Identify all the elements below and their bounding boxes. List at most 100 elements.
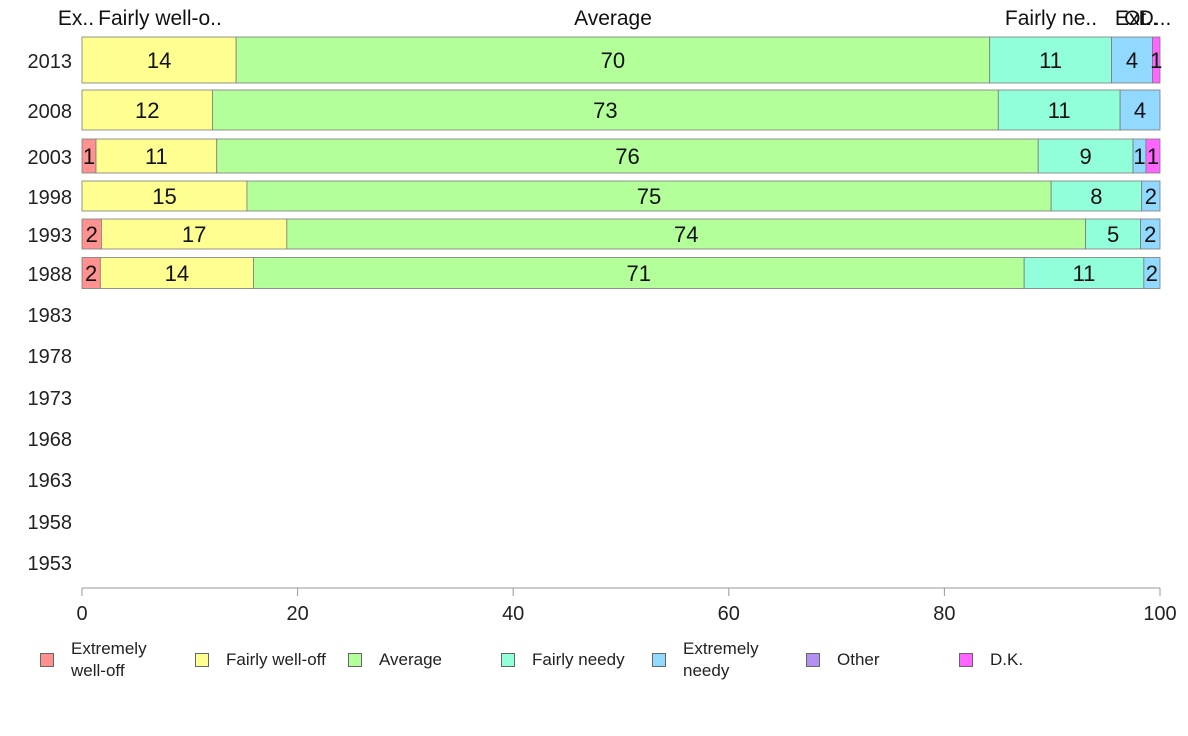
data-label: 14	[147, 48, 171, 73]
bar-segment	[1085, 218, 1141, 250]
legend-label: Fairly needy	[532, 650, 625, 669]
legend-label: Average	[379, 650, 443, 669]
data-label: 4	[1126, 48, 1138, 73]
legend-item: Extremely well-off	[40, 636, 171, 684]
bar-segment	[95, 138, 218, 174]
bar-segment	[1140, 218, 1161, 250]
legend-label: Extremely needy	[683, 639, 759, 680]
data-label: 15	[152, 184, 176, 209]
data-label: 1	[83, 144, 95, 169]
top-series-label: Ex..	[58, 7, 94, 30]
x-tick-label: 20	[286, 603, 308, 625]
legend-label: Extremely well-off	[71, 639, 147, 680]
x-tick-label: 60	[718, 603, 740, 625]
top-series-label: Ot..	[1124, 7, 1158, 30]
y-tick-label: 1953	[28, 553, 73, 575]
bar-segment	[253, 257, 1025, 289]
y-tick-label: 1963	[28, 470, 73, 492]
bar-segment	[1037, 138, 1134, 174]
x-tick-label: 100	[1143, 603, 1176, 625]
data-label: 71	[627, 261, 651, 286]
data-label: 11	[145, 144, 168, 169]
data-label: 11	[1048, 98, 1071, 123]
legend-item: Fairly needy	[501, 636, 625, 684]
legend-item: Extremely needy	[652, 636, 783, 684]
legend-item: Other	[806, 636, 880, 684]
x-axis: 0 20 40 60 80 100	[76, 587, 1177, 625]
data-label: 1	[1147, 144, 1159, 169]
data-label: 11	[1039, 48, 1062, 73]
bar-segment	[1119, 89, 1161, 131]
y-tick-label: 2013	[28, 51, 73, 73]
bar-segment	[81, 36, 237, 84]
data-label: 1	[1133, 144, 1145, 169]
top-series-label: Ex..	[1115, 7, 1151, 30]
data-label: 5	[1107, 222, 1119, 247]
top-series-label: D...	[1139, 7, 1172, 30]
bar-segment	[989, 36, 1112, 84]
y-tick-label: 1983	[28, 305, 73, 327]
y-tick-label: 1978	[28, 346, 73, 368]
legend: Extremely well-off Fairly well-off Average…	[0, 632, 1188, 692]
data-label: 12	[135, 98, 159, 123]
data-label: 14	[165, 261, 189, 286]
y-tick-label: 1968	[28, 429, 73, 451]
bar-segment	[246, 180, 1052, 212]
bar-segment	[286, 218, 1087, 250]
bar-segment	[212, 89, 999, 131]
data-label: 1	[1150, 48, 1162, 73]
top-series-label: Fairly well-o..	[98, 7, 222, 30]
data-label: 11	[1073, 261, 1096, 286]
y-tick-label: 1988	[28, 264, 73, 286]
bar-segment	[1143, 257, 1161, 289]
legend-label: Fairly well-off	[226, 650, 326, 669]
y-tick-label: 2003	[28, 147, 73, 169]
y-tick-label: 1958	[28, 512, 73, 534]
data-label: 2	[1144, 222, 1156, 247]
data-label: 2	[1145, 184, 1157, 209]
data-label: 2	[1146, 261, 1158, 286]
bar-segment	[1111, 36, 1153, 84]
bar-segment	[1145, 138, 1161, 174]
bar-segment	[997, 89, 1121, 131]
bar-segment	[1152, 36, 1161, 84]
y-tick-label: 1973	[28, 388, 73, 410]
data-label: 2	[86, 222, 98, 247]
bar-segment	[1050, 180, 1143, 212]
bar-segment	[81, 89, 213, 131]
legend-item: Fairly well-off	[195, 636, 326, 684]
y-tick-label: 2008	[28, 101, 73, 123]
legend-swatch	[195, 653, 209, 667]
data-label: 4	[1134, 98, 1146, 123]
data-label: 74	[674, 222, 698, 247]
legend-item: Average	[348, 636, 442, 684]
data-label: 2	[85, 261, 97, 286]
bar-segment	[1141, 180, 1161, 212]
top-series-label: Fairly ne..	[1005, 7, 1097, 30]
x-tick-label: 0	[76, 603, 87, 625]
stacked-bar-chart: Ex.. Fairly well-o.. Average Fairly ne.. Ex.…	[28, 7, 1177, 625]
y-tick-label: 1993	[28, 225, 73, 247]
data-label: 8	[1090, 184, 1102, 209]
legend-swatch	[40, 653, 54, 667]
data-label: 75	[637, 184, 661, 209]
bars-group: 14 70 11 4 112 73 11 41 11 76 9 1 115 75 8 22 17 74 5 22 14 7…	[81, 36, 1162, 289]
legend-swatch	[806, 653, 820, 667]
data-label: 70	[601, 48, 625, 73]
y-axis: 2013 2008 2003 1998 1993 1988 1983 1978 1973 1968…	[28, 51, 73, 575]
legend-swatch	[348, 653, 362, 667]
legend-label: D.K.	[990, 650, 1024, 669]
legend-item: D.K.	[959, 636, 1023, 684]
y-tick-label: 1998	[28, 187, 73, 209]
legend-swatch	[959, 653, 973, 667]
data-label: 9	[1079, 144, 1091, 169]
data-label: 73	[593, 98, 617, 123]
data-label: 17	[182, 222, 206, 247]
data-label: 76	[615, 144, 639, 169]
legend-swatch	[652, 653, 666, 667]
bar-segment	[81, 180, 248, 212]
top-series-labels: Ex.. Fairly well-o.. Average Fairly ne.. Ex.…	[58, 7, 1171, 30]
legend-label: Other	[837, 650, 880, 669]
top-series-label: Average	[574, 7, 652, 30]
legend-swatch	[501, 653, 515, 667]
